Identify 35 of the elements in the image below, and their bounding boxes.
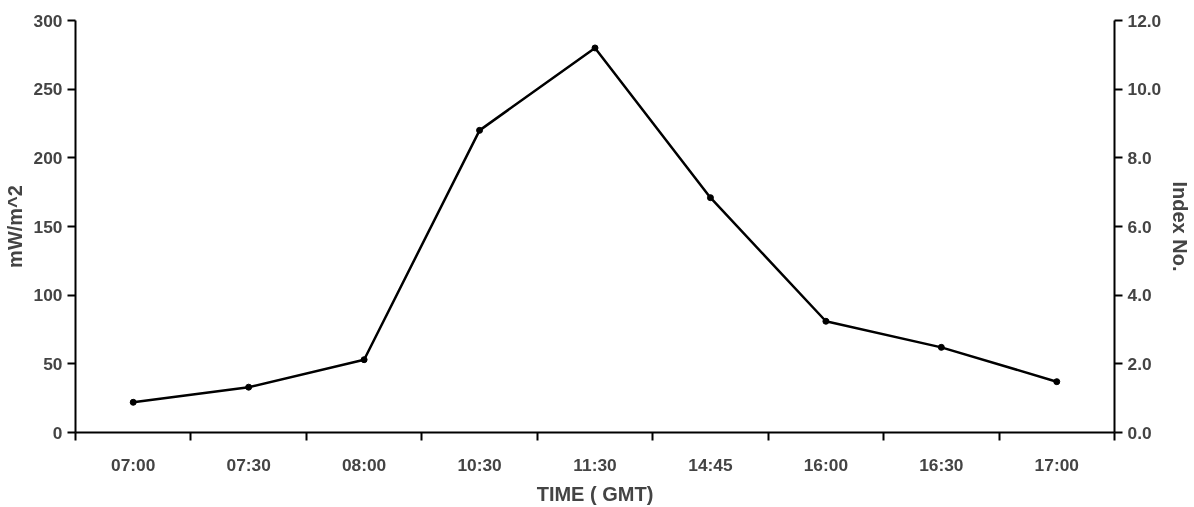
x-axis-title: TIME ( GMT) — [536, 482, 654, 505]
y2-tick-label: 2.0 — [1127, 353, 1152, 374]
y-tick-label: 100 — [33, 285, 63, 306]
y2-tick-label: 12.0 — [1127, 10, 1162, 31]
x-tick-label: 10:30 — [457, 454, 502, 475]
point — [706, 194, 714, 202]
y2-tick-label: 8.0 — [1127, 147, 1152, 168]
y2-axis-title: Index No. — [1169, 181, 1192, 272]
y-tick-label: 250 — [33, 79, 63, 100]
x-tick-label: 07:00 — [111, 454, 156, 475]
y-tick-label: 50 — [43, 353, 63, 374]
y-tick-label: 200 — [33, 147, 63, 168]
point — [822, 317, 830, 325]
y2-tick-label: 6.0 — [1127, 216, 1152, 237]
y-tick-label: 0 — [52, 422, 63, 443]
y-axis-title: mW/m^2 — [3, 185, 26, 268]
y2-tick-label: 0.0 — [1127, 422, 1152, 443]
x-tick-label: 16:30 — [919, 454, 964, 475]
y2-tick-label: 10.0 — [1127, 79, 1162, 100]
y2-tick-label: 4.0 — [1127, 285, 1152, 306]
point — [360, 356, 368, 364]
x-tick-label: 07:30 — [226, 454, 271, 475]
x-tick-label: 14:45 — [688, 454, 733, 475]
point — [245, 383, 253, 391]
point — [129, 398, 137, 406]
x-tick-label: 17:00 — [1034, 454, 1079, 475]
y-tick-label: 150 — [33, 216, 63, 237]
point — [937, 343, 945, 351]
x-tick-label: 08:00 — [341, 454, 387, 475]
x-tick-label: 11:30 — [573, 454, 617, 475]
point — [591, 44, 599, 52]
point — [1053, 378, 1061, 386]
y-tick-label: 300 — [33, 10, 63, 31]
x-tick-label: 16:00 — [803, 454, 849, 475]
point — [476, 126, 484, 134]
